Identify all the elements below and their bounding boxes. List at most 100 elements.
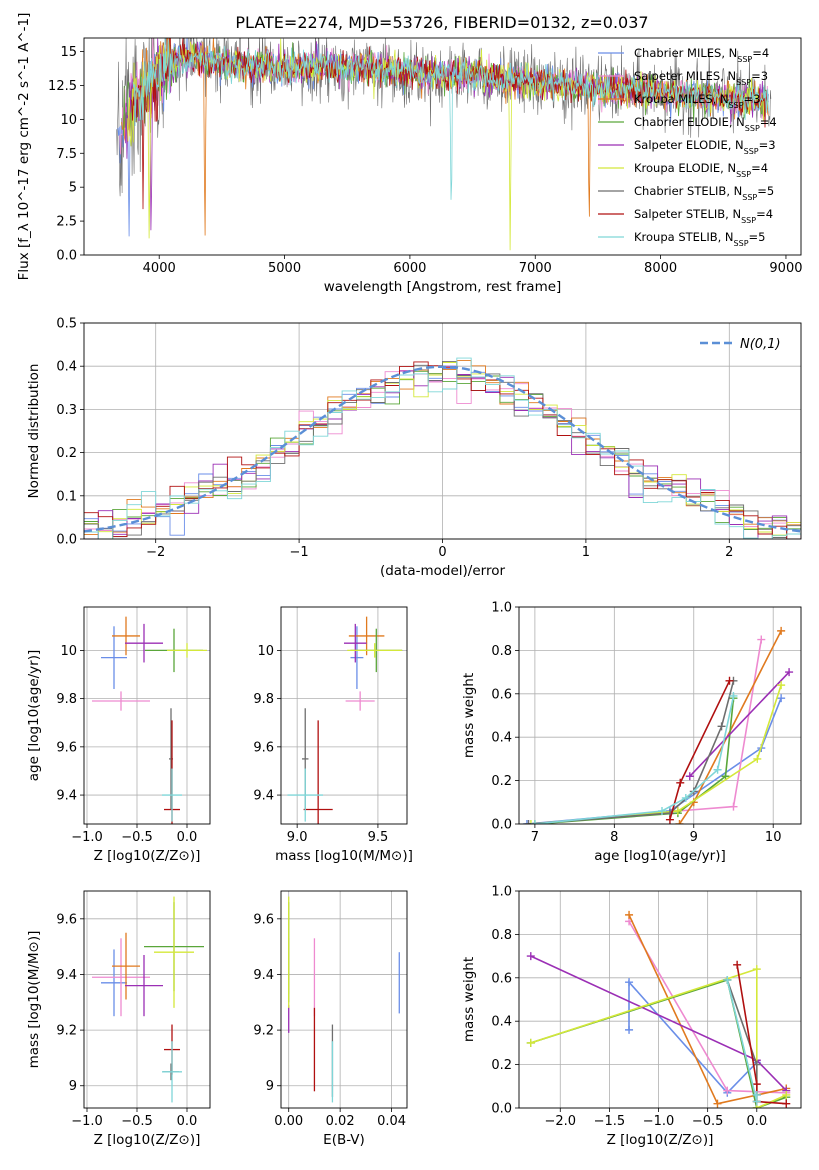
errorbar-point-0 [350,626,364,689]
series-marker [723,1086,732,1095]
series-marker [777,694,786,703]
residuals-panel: −2 −1 0 1 2 0.0 0.1 0.2 0.3 0.4 0.5 (data-model)/er… [26,317,802,579]
y-tick-label: 0.2 [491,774,512,789]
y-axis-label: age [log10(age/yr)] [26,650,42,782]
legend-label: Kroupa STELIB, NSSP=5 [634,230,765,248]
mass-vs-z-panel: −1.0 −0.5 0.0 9 9.2 9.4 9.6 Z [log10(Z/Z⊙)] mass… [26,890,211,1148]
figure-title: PLATE=2274, MJD=53726, FIBERID=0132, z=0… [235,13,648,32]
series-marker [625,1025,634,1034]
y-tick-label: 0.0 [56,249,77,264]
y-tick-label: 9.4 [253,968,274,983]
mass-vs-ebv-panel: 0.00 0.02 0.04 9 9.2 9.4 9.6 E(B-V) [253,890,408,1148]
series-line-8 [534,695,735,824]
x-axis-label: E(B-V) [323,1132,365,1148]
y-tick-label: 9.4 [56,789,77,804]
series-marker [733,960,742,969]
y-tick-label: 0.6 [491,971,512,986]
series-marker [725,676,734,685]
y-tick-label: 0.4 [491,731,512,746]
y-axis-label: mass weight [461,673,477,758]
series-marker [753,754,762,763]
y-tick-label: 0.0 [491,818,512,833]
y-tick-label: 0.4 [56,360,77,375]
series-line-1 [677,639,763,812]
series-marker [713,765,722,774]
y-tick-label: 0.5 [56,317,77,332]
y-tick-label: 0.0 [491,1102,512,1117]
spectrum-line-8 [132,38,769,200]
y-tick-label: 1.0 [491,601,512,616]
series-marker [524,820,533,824]
x-axis-label: age [log10(age/yr)] [594,848,726,864]
legend-label: Salpeter ELODIE, NSSP=3 [634,138,776,156]
y-tick-label: 9.6 [253,740,274,755]
y-tick-label: 9.4 [56,968,77,983]
y-tick-label: 0.1 [56,489,77,504]
x-tick-label: 7000 [519,261,552,276]
x-tick-label: −2.0 [544,1114,576,1129]
x-axis-label: Z [log10(Z/Z⊙)] [607,1132,714,1148]
series-line-0 [526,697,782,824]
legend-label: Chabrier STELIB, NSSP=5 [634,184,774,202]
y-tick-label: 0.6 [491,687,512,702]
x-tick-label: 5000 [268,261,301,276]
y-tick-label: 15 [60,45,77,60]
series-marker [717,722,726,731]
x-tick-label: 0.0 [177,830,198,845]
x-tick-label: −0.5 [692,1114,724,1129]
legend-label: N(0,1) [740,337,781,352]
axes-frame [83,890,211,1109]
series-line-5 [530,967,787,1108]
legend-label: Chabrier ELODIE, NSSP=4 [634,115,777,133]
x-axis-label: wavelength [Angstrom, rest frame] [324,279,562,295]
y-tick-label: 9.6 [253,912,274,927]
plot-area [84,357,801,539]
series-marker [782,1090,791,1099]
series-line-6 [528,680,735,824]
y-tick-label: 10 [257,644,274,659]
x-tick-label: −1.0 [643,1114,675,1129]
series-marker [530,820,539,824]
x-tick-label: −0.5 [121,830,153,845]
spectrum-panel: 4000 5000 6000 7000 8000 9000 0.0 2.5 5 7.5 10 12.5… [16,13,803,295]
y-tick-label: 9.4 [253,789,274,804]
series-marker [675,820,684,824]
x-axis-label: mass [log10(M/M⊙)] [275,848,413,864]
errorbar-point-2 [112,932,140,1000]
series-marker [522,820,531,824]
plot-area [116,38,772,251]
errorbar-point-0 [101,949,127,1017]
plot-area [526,910,791,1108]
series-line-4 [689,671,790,777]
y-tick-label: 10 [60,113,77,128]
x-tick-label: −2 [146,545,165,560]
x-tick-label: 9.0 [287,830,308,845]
x-tick-label: −0.5 [121,1114,153,1129]
x-tick-label: 0.00 [274,1114,303,1129]
gaussian-reference-line [84,365,801,533]
series-marker [685,772,694,781]
x-tick-label: 0 [438,545,446,560]
errorbar-point-4 [125,623,163,663]
y-tick-label: 0.8 [491,928,512,943]
y-tick-label: 7.5 [56,147,77,162]
series-marker [713,1099,722,1108]
series-marker [752,965,761,974]
series-marker [752,1090,761,1099]
errorbar-point-1 [92,691,150,711]
errorbar-point-4 [344,623,367,663]
series-marker [757,635,766,644]
x-tick-label: 4000 [143,261,176,276]
age-vs-z-panel: −1.0 −0.5 0.0 9.4 9.6 9.8 10 Z [log10(Z/Z⊙)] age… [26,606,211,864]
x-tick-label: 0.0 [177,1114,198,1129]
legend-label: Kroupa ELODIE, NSSP=4 [634,161,768,179]
y-tick-label: 12.5 [48,79,77,94]
series-line-0 [628,979,758,1094]
x-axis-label: (data-model)/error [380,563,506,579]
plot-area [287,616,403,824]
legend-label: Chabrier MILES, NSSP=4 [634,46,769,64]
y-tick-label: 9.2 [253,1024,274,1039]
series-marker [526,952,535,961]
series-marker [729,802,738,811]
